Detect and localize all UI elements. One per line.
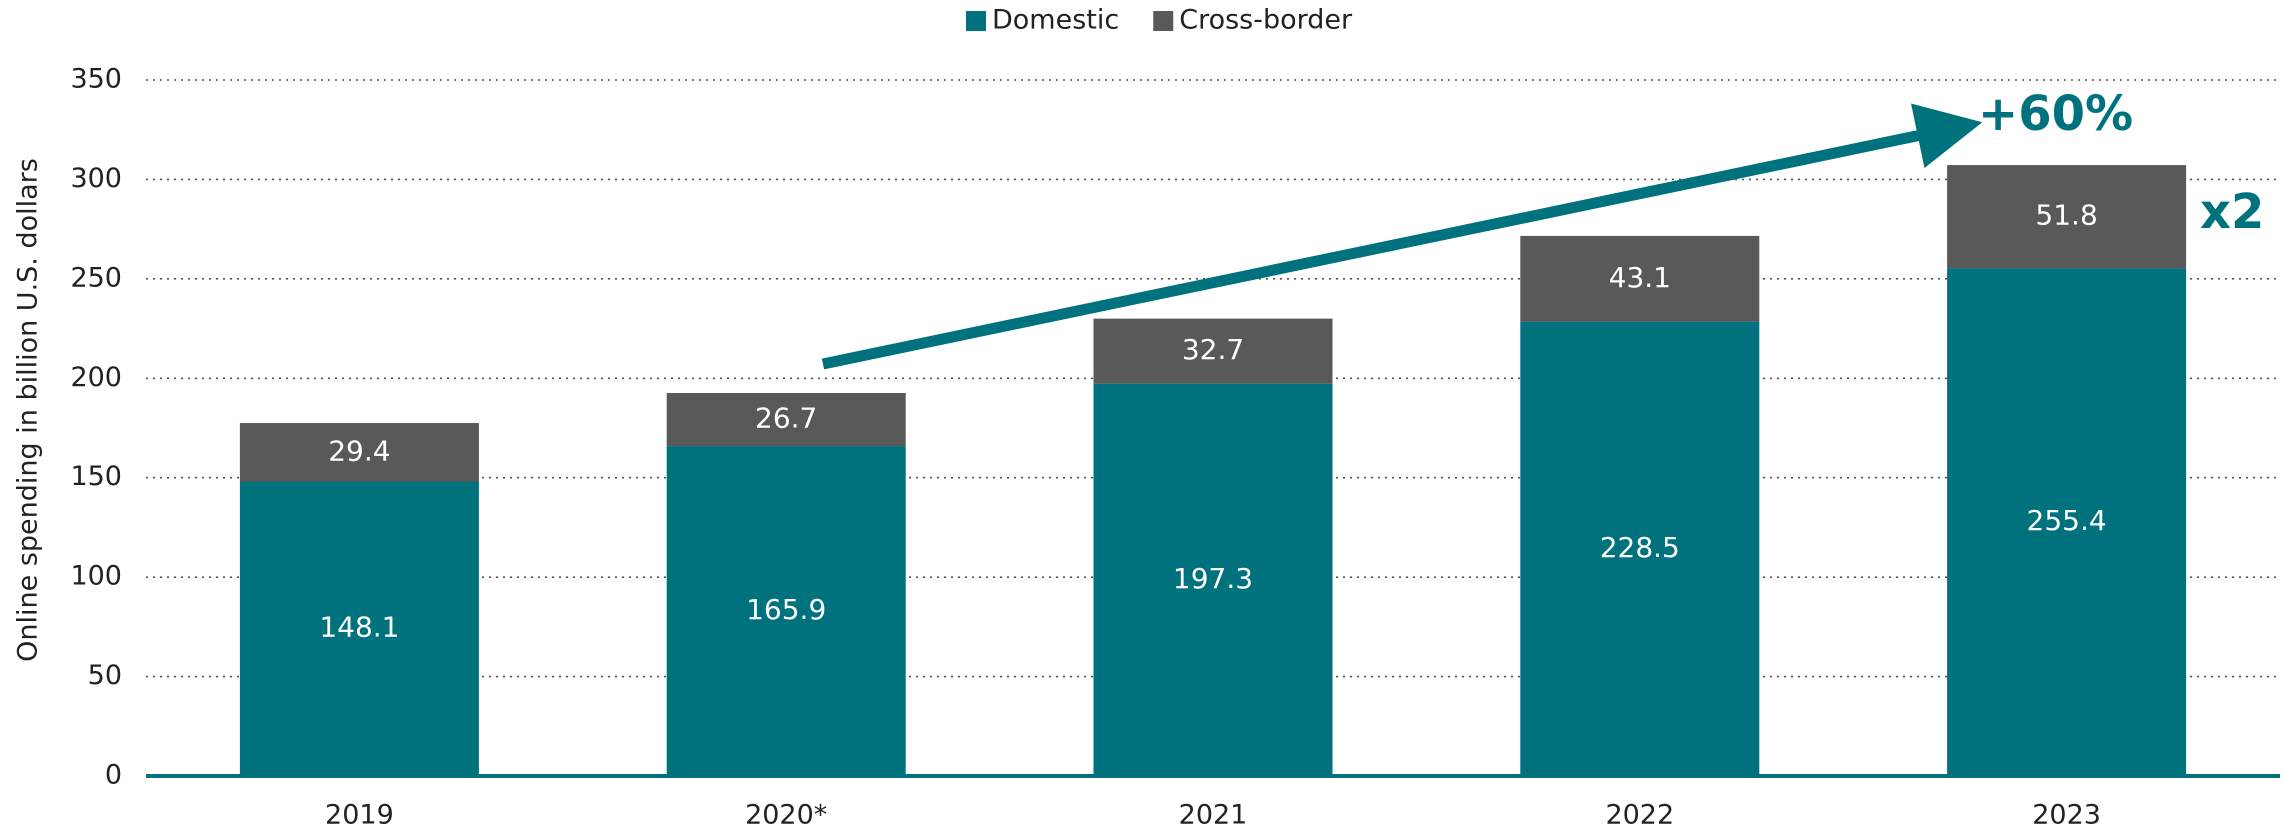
data-label: 29.4 <box>328 434 390 467</box>
data-label: 26.7 <box>755 402 817 435</box>
annotation: x2 <box>2200 184 2264 240</box>
trend-arrow <box>821 103 1983 370</box>
bar-segment <box>666 446 906 776</box>
legend-label: Cross-border <box>1179 5 1353 36</box>
y-tick-label: 300 <box>70 163 122 194</box>
legend-swatch <box>1153 11 1174 31</box>
x-tick-label: 2021 <box>1179 800 1248 831</box>
legend-label: Domestic <box>992 5 1119 36</box>
data-label: 165.9 <box>746 593 826 626</box>
data-label: 51.8 <box>2035 199 2097 232</box>
data-label: 255.4 <box>2027 504 2107 537</box>
data-label: 197.3 <box>1173 562 1253 595</box>
x-tick-label: 2022 <box>1605 800 1674 831</box>
bar-segment <box>666 393 906 447</box>
y-tick-label: 50 <box>88 660 122 691</box>
bar-segment <box>239 481 479 776</box>
data-label: 148.1 <box>319 611 399 644</box>
bar-segment <box>1093 318 1333 384</box>
annotation: +60% <box>1978 86 2133 142</box>
y-tick-label: 100 <box>70 561 122 592</box>
data-label: 32.7 <box>1182 333 1244 366</box>
y-tick-label: 200 <box>70 362 122 393</box>
x-tick-label: 2019 <box>325 800 394 831</box>
legend-swatch <box>966 11 986 31</box>
y-tick-label: 150 <box>70 461 122 492</box>
bar-segment <box>1093 383 1333 776</box>
x-tick-label: 2020* <box>745 800 827 831</box>
x-tick-label: 2023 <box>2032 800 2101 831</box>
data-label: 228.5 <box>1600 531 1680 564</box>
bar-segment <box>1520 321 1760 776</box>
y-tick-label: 250 <box>70 262 122 293</box>
bar-segment <box>1947 268 2187 776</box>
y-axis-label: Online spending in billion U.S. dollars <box>13 158 44 662</box>
bar-segment <box>239 423 479 482</box>
y-tick-label: 0 <box>105 760 122 791</box>
bar-segment <box>1520 235 1760 322</box>
bar-segment <box>1947 165 2187 269</box>
y-tick-label: 350 <box>70 64 122 95</box>
data-label: 43.1 <box>1609 261 1671 294</box>
